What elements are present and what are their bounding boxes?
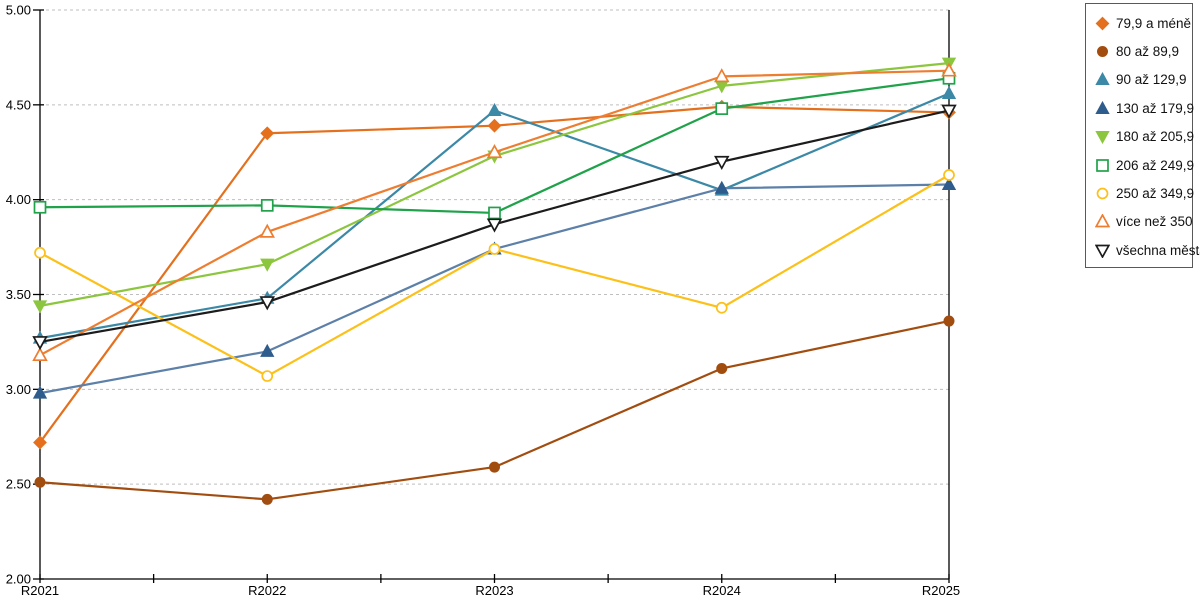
legend-item: 130 až 179,9 <box>1086 94 1195 122</box>
triangle-up-icon <box>1095 72 1110 86</box>
data-point-marker <box>32 336 48 351</box>
data-point-marker <box>260 258 275 272</box>
data-point-marker <box>941 176 957 190</box>
data-point-marker <box>33 200 47 214</box>
data-point-marker <box>943 315 955 327</box>
data-point-marker <box>486 143 503 159</box>
data-point-marker <box>34 476 46 488</box>
legend-label: všechna města <box>1116 242 1200 258</box>
legend-label: 90 až 129,9 <box>1116 72 1187 88</box>
y-tick-label: 2.50 <box>6 477 31 492</box>
diamond-icon <box>1095 16 1110 31</box>
data-point-marker <box>34 246 46 259</box>
legend-label: 250 až 349,9 <box>1116 186 1195 202</box>
data-point-marker <box>488 206 501 220</box>
legend-item: více než 350 <box>1086 208 1193 236</box>
x-tick-label: R2023 <box>475 583 513 598</box>
data-point-marker <box>1095 16 1110 31</box>
data-point-marker <box>941 62 957 77</box>
data-point-marker <box>1095 214 1110 228</box>
legend-item: všechna města <box>1086 236 1200 264</box>
data-point-marker <box>261 493 273 505</box>
series-line <box>39 62 950 307</box>
legend-item: 250 až 349,9 <box>1086 179 1195 207</box>
series-206-a-249-9 <box>33 71 956 220</box>
square-icon <box>1096 158 1109 172</box>
data-point-marker <box>714 155 730 171</box>
data-point-marker <box>716 362 728 374</box>
legend-item: 90 až 129,9 <box>1086 66 1192 94</box>
data-point-marker <box>32 300 48 314</box>
legend-label: 180 až 205,9 <box>1116 129 1195 145</box>
data-point-marker <box>489 461 500 473</box>
data-point-marker <box>1095 72 1110 86</box>
data-point-marker <box>1096 187 1109 200</box>
legend-label: 80 až 89,9 <box>1116 44 1180 60</box>
series-v-ce-ne-350 <box>32 62 957 362</box>
data-point-marker <box>259 223 275 238</box>
circle-icon <box>1096 187 1109 200</box>
data-point-marker <box>260 343 275 357</box>
x-tick-label: R2024 <box>703 583 741 598</box>
data-point-marker <box>260 126 275 141</box>
series-line <box>39 319 950 501</box>
data-point-marker <box>260 199 274 212</box>
data-point-marker <box>487 102 502 117</box>
data-point-marker <box>32 346 48 362</box>
data-point-marker <box>1096 158 1109 172</box>
triangle-down-icon <box>1095 131 1110 145</box>
data-point-marker <box>32 385 48 399</box>
y-tick-label: 3.00 <box>6 382 31 397</box>
data-point-marker <box>488 243 501 255</box>
data-point-marker <box>715 301 728 314</box>
data-point-marker <box>261 370 274 382</box>
legend-item: 79,9 a méně <box>1086 9 1192 37</box>
y-tick-label: 4.00 <box>6 192 31 207</box>
data-point-marker <box>1097 46 1108 58</box>
data-point-marker <box>1095 244 1110 258</box>
x-tick-label: R2022 <box>248 583 286 598</box>
data-point-marker <box>941 85 957 99</box>
y-tick-label: 3.50 <box>6 287 31 302</box>
data-point-marker <box>259 296 275 311</box>
data-point-marker <box>715 102 729 115</box>
legend-item: 80 až 89,9 <box>1086 37 1192 65</box>
data-point-marker <box>943 169 955 181</box>
data-point-marker <box>33 435 47 450</box>
legend-item: 180 až 205,9 <box>1086 123 1195 151</box>
data-point-marker <box>1095 131 1110 145</box>
data-point-marker <box>714 68 730 83</box>
series-80-a-89-9 <box>34 315 955 505</box>
data-point-marker <box>1095 100 1110 114</box>
data-point-marker <box>487 118 502 133</box>
x-tick-label: R2025 <box>922 583 960 598</box>
series-v-echna-m-sta <box>32 104 957 351</box>
data-point-marker <box>714 180 729 194</box>
circle-icon <box>1097 46 1108 58</box>
x-tick-label: R2021 <box>21 583 59 598</box>
legend-label: více než 350 <box>1116 214 1193 230</box>
legend: 79,9 a méně 80 až 89,9 90 až 129,9 130 až 1… <box>1085 3 1200 268</box>
triangle-down-icon <box>1095 244 1110 258</box>
triangle-up-icon <box>1095 214 1110 228</box>
legend-label: 130 až 179,9 <box>1116 100 1195 116</box>
series-250-a-349-9 <box>34 169 955 382</box>
legend-label: 206 až 249,9 <box>1116 157 1195 173</box>
legend-item: 206 až 249,9 <box>1086 151 1195 179</box>
data-point-marker <box>486 218 503 233</box>
legend-label: 79,9 a méně <box>1116 15 1192 31</box>
y-tick-label: 5.00 <box>6 3 31 18</box>
triangle-up-icon <box>1095 100 1110 114</box>
data-point-marker <box>941 104 957 119</box>
y-tick-label: 2.00 <box>6 572 31 587</box>
y-tick-label: 4.50 <box>6 97 31 112</box>
